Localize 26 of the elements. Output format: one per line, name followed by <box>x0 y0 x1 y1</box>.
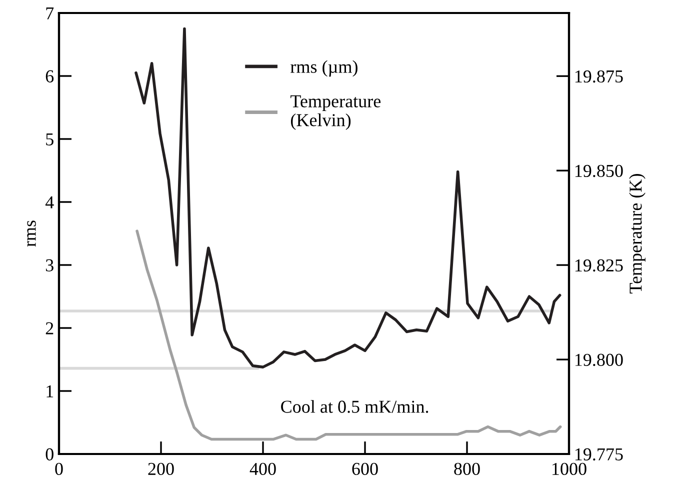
legend-label: Temperature (Kelvin) <box>290 95 381 130</box>
x-tick-label: 400 <box>250 462 276 476</box>
y2-tick-label: 19.775 <box>575 448 623 461</box>
x-tick-label: 200 <box>148 462 174 476</box>
y2-axis-title: Temperature (K) <box>629 174 646 294</box>
y2-tick-label: 19.800 <box>575 354 623 366</box>
legend-label: rms (µm) <box>290 60 358 77</box>
y2-tick-label: 19.825 <box>575 259 623 272</box>
x-tick-label: 800 <box>454 462 480 476</box>
y-tick-label: 2 <box>46 322 54 334</box>
x-tick-label: 600 <box>352 462 378 476</box>
annotation: Cool at 0.5 mK/min. <box>281 400 428 413</box>
y-tick-label: 6 <box>46 70 54 82</box>
y-tick-label: 3 <box>46 259 54 272</box>
x-tick-label: 0 <box>55 462 63 476</box>
y2-tick-label: 19.875 <box>575 70 623 83</box>
y-tick-label: 0 <box>46 448 54 460</box>
line-series <box>134 27 562 368</box>
y-axis-title: rms <box>27 220 36 247</box>
line-series <box>136 230 562 441</box>
y-tick-label: 7 <box>46 7 54 20</box>
x-tick-label: 1000 <box>552 462 586 476</box>
y2-tick-label: 19.850 <box>575 164 623 178</box>
y-tick-label: 1 <box>46 385 54 398</box>
y-tick-label: 5 <box>46 133 54 146</box>
y-tick-label: 4 <box>45 196 54 208</box>
